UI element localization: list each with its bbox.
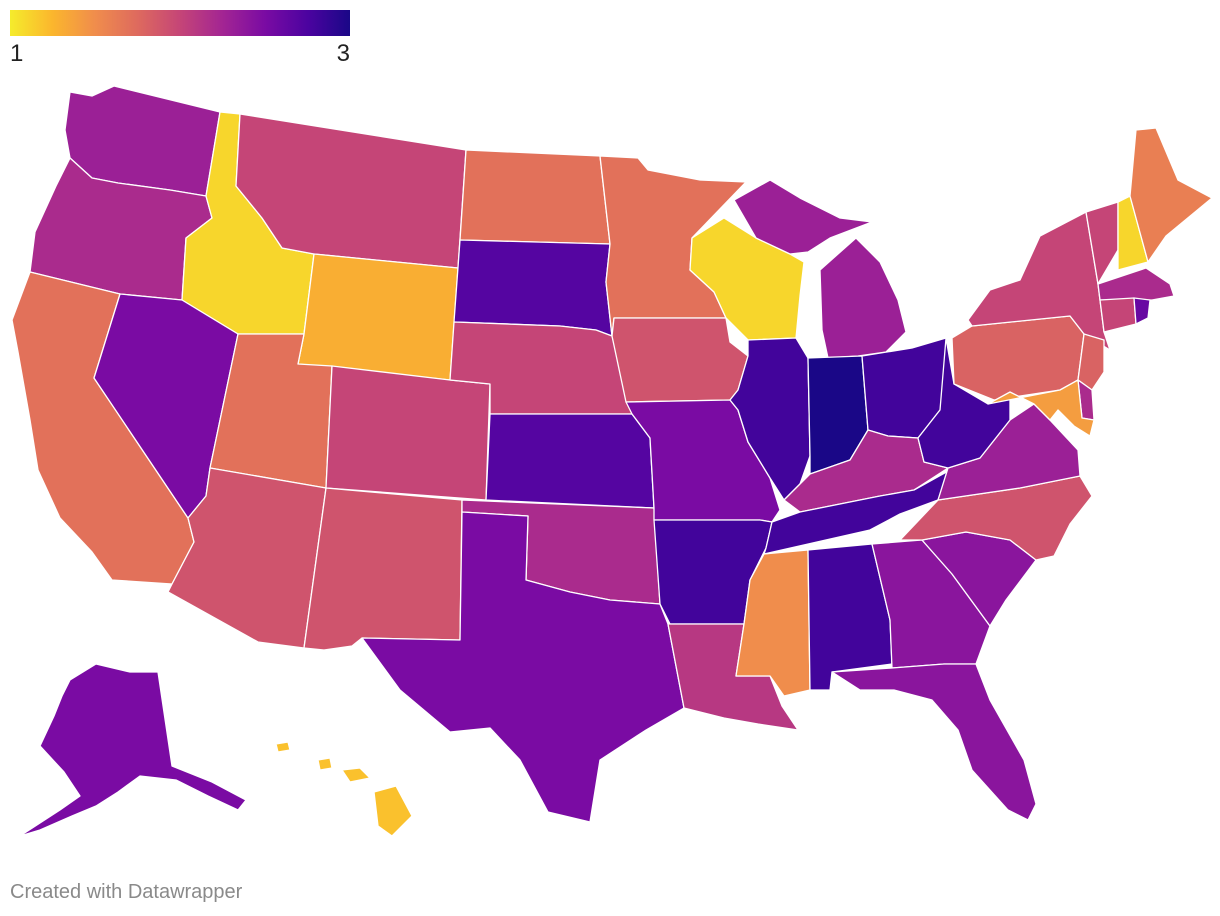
- state-CO[interactable]: [325, 365, 491, 501]
- us-choropleth-map: [11, 85, 1213, 837]
- state-NH[interactable]: [1117, 195, 1149, 271]
- state-ND[interactable]: [459, 149, 611, 245]
- state-ME[interactable]: [1129, 127, 1213, 263]
- state-WV[interactable]: [917, 337, 1011, 469]
- state-CT[interactable]: [1099, 297, 1137, 333]
- state-WY[interactable]: [297, 253, 459, 381]
- state-NJ[interactable]: [1077, 333, 1105, 391]
- state-HI-oahu[interactable]: [317, 757, 333, 771]
- state-IA[interactable]: [611, 317, 749, 403]
- state-HI[interactable]: [275, 741, 291, 753]
- state-TX[interactable]: [361, 511, 685, 823]
- state-MI-upper[interactable]: [733, 179, 873, 255]
- state-WI[interactable]: [689, 217, 805, 341]
- legend-min-label: 1: [10, 40, 24, 67]
- state-FL[interactable]: [831, 663, 1037, 821]
- state-NM[interactable]: [303, 487, 463, 651]
- legend-gradient-bar: [10, 10, 350, 36]
- state-MI[interactable]: [819, 237, 907, 359]
- datawrapper-credit: Created with Datawrapper: [10, 881, 243, 903]
- state-AK[interactable]: [19, 663, 247, 837]
- state-RI[interactable]: [1133, 297, 1151, 325]
- state-HI-big-island[interactable]: [373, 785, 413, 837]
- state-SD[interactable]: [453, 239, 613, 337]
- legend-max-label: 3: [336, 40, 350, 67]
- state-KS[interactable]: [485, 413, 655, 509]
- state-MD[interactable]: [987, 379, 1095, 437]
- color-legend: 1 3: [10, 10, 350, 68]
- state-HI-maui[interactable]: [341, 767, 371, 783]
- state-MA[interactable]: [1097, 267, 1175, 301]
